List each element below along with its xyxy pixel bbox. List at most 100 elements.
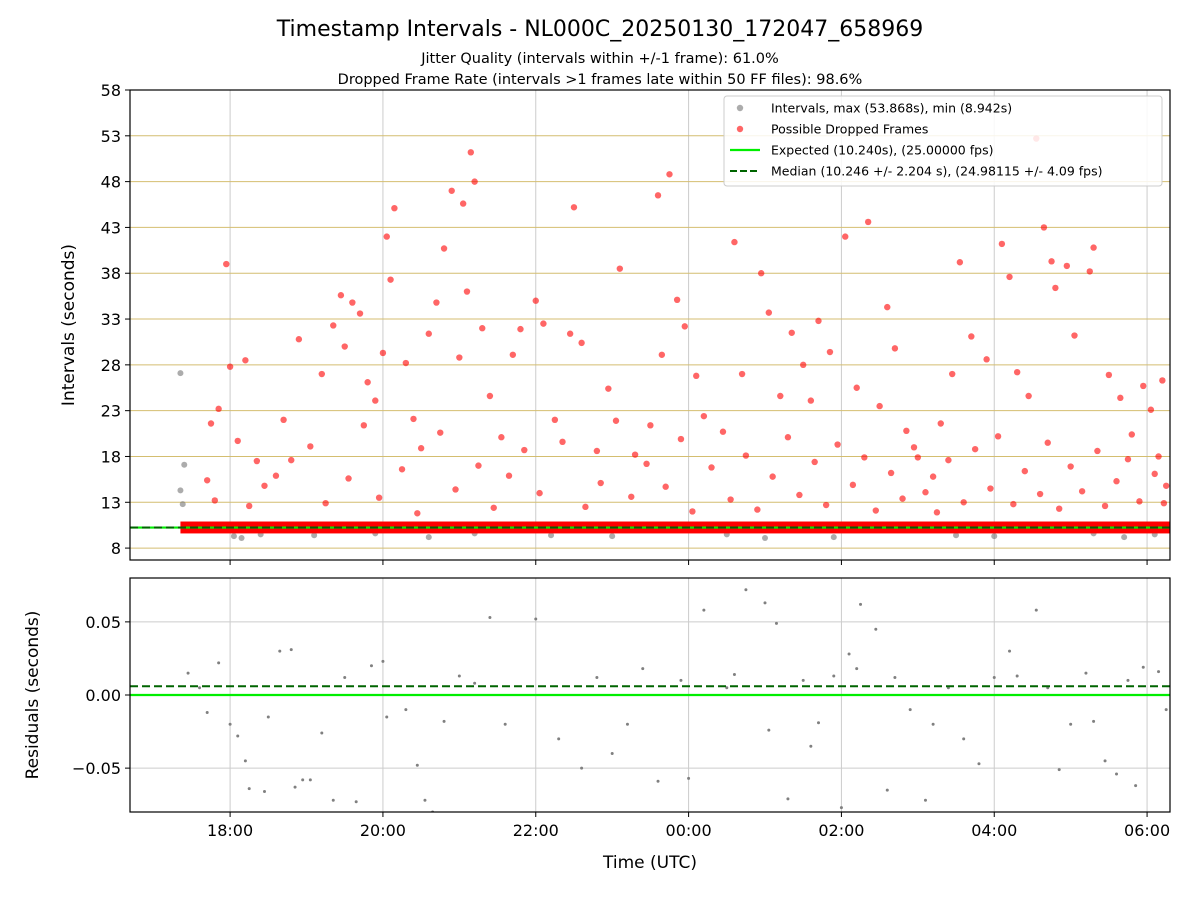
intervals-point (490, 504, 497, 511)
intervals-point (459, 200, 467, 207)
residuals-point (278, 649, 282, 653)
intervals-point (179, 501, 186, 508)
intervals-point (1128, 431, 1135, 438)
intervals-point (226, 363, 234, 370)
residuals-point (786, 797, 790, 801)
residuals-point (488, 615, 492, 619)
intervals-frame (129, 89, 1171, 561)
residuals-point (923, 798, 927, 802)
intervals-point (933, 509, 941, 516)
residuals-xtick-label: 18:00 (207, 821, 253, 840)
intervals-point (1151, 470, 1158, 478)
intervals-point (425, 534, 432, 541)
figure-title: Timestamp Intervals - NL000C_20250130_17… (276, 17, 923, 42)
residuals-marks (130, 588, 1170, 812)
intervals-ytick-label: 8 (111, 539, 121, 558)
intervals-point (203, 477, 211, 484)
intervals-point (578, 339, 585, 347)
residuals-point (732, 673, 736, 677)
intervals-point (356, 310, 364, 317)
intervals-point (375, 494, 383, 501)
intervals-point (796, 491, 803, 499)
residuals-plot: −0.05 0.00 0.05 18:00 20:00 22:00 00:00 02:00 04… (23, 577, 1171, 873)
intervals-point (991, 533, 998, 540)
residuals-ylabel: Residuals (seconds) (23, 611, 43, 780)
legend-label: Possible Dropped Frames (771, 122, 928, 137)
intervals-point (1159, 377, 1166, 384)
residuals-xtick-label: 22:00 (513, 821, 559, 840)
residuals-point (308, 778, 312, 782)
intervals-point (1136, 498, 1143, 505)
intervals-point (662, 483, 669, 490)
intervals-point (1013, 368, 1021, 376)
intervals-point (559, 438, 566, 446)
intervals-point (677, 435, 685, 443)
residuals-point (423, 798, 427, 802)
residuals-point (385, 715, 389, 719)
intervals-ytick-label: 23 (101, 402, 121, 421)
figure-subtitle-jitter: Jitter Quality (intervals within +/-1 fr… (420, 51, 779, 67)
intervals-point (372, 397, 379, 404)
residuals-point (442, 719, 446, 723)
residuals-point (1057, 768, 1061, 772)
intervals-point (1040, 224, 1048, 231)
residuals-ytick-label: 0.05 (85, 613, 121, 632)
residuals-point (473, 681, 477, 685)
residuals-point (687, 776, 691, 780)
residuals-point (625, 722, 629, 726)
intervals-ytick-label: 58 (101, 81, 121, 100)
intervals-point (826, 348, 834, 356)
intervals-point (311, 532, 318, 539)
intervals-point (876, 402, 883, 410)
intervals-point (1140, 382, 1147, 390)
intervals-point (433, 299, 440, 306)
intervals-point (437, 429, 444, 436)
residuals-point (1141, 665, 1145, 669)
intervals-point (949, 370, 956, 378)
intervals-point (1094, 447, 1101, 455)
intervals-point (330, 322, 337, 329)
intervals-point (777, 392, 784, 400)
intervals-point (1101, 502, 1109, 510)
residuals-xtick-label: 06:00 (1124, 821, 1170, 840)
intervals-point (288, 456, 295, 464)
legend-label: Expected (10.240s), (25.00000 fps) (771, 143, 993, 158)
residuals-point (801, 678, 805, 682)
intervals-point (903, 427, 910, 435)
intervals-point (463, 288, 471, 295)
intervals-point (689, 508, 696, 515)
intervals-point (517, 325, 524, 333)
intervals-point (391, 204, 398, 212)
intervals-point (341, 343, 348, 350)
residuals-point (457, 674, 461, 678)
intervals-point (1155, 453, 1162, 460)
residuals-point (744, 588, 748, 592)
intervals-ytick-label: 13 (101, 493, 121, 512)
intervals-point (337, 292, 345, 299)
intervals-point (1055, 505, 1063, 512)
intervals-point (864, 218, 872, 226)
residuals-point (977, 762, 981, 766)
residuals-point (580, 766, 584, 770)
residuals-point (1008, 649, 1012, 653)
residuals-point (992, 675, 996, 679)
intervals-point (566, 330, 574, 337)
legend-label: Intervals, max (53.868s), min (8.942s) (771, 101, 1012, 116)
intervals-point (830, 534, 837, 541)
intervals-point (387, 276, 394, 283)
intervals-point (414, 510, 421, 517)
intervals-point (593, 447, 601, 455)
residuals-point (331, 798, 335, 802)
intervals-point (532, 297, 539, 304)
intervals-point (616, 265, 624, 272)
residuals-point (503, 722, 507, 726)
residuals-point (1115, 772, 1119, 776)
residuals-point (236, 734, 240, 738)
intervals-ytick-label: 33 (101, 310, 121, 329)
intervals-point (425, 330, 432, 337)
intervals-point (1121, 534, 1128, 541)
residuals-point (205, 711, 209, 715)
intervals-point (360, 422, 368, 429)
intervals-point (960, 499, 967, 506)
intervals-point (922, 489, 929, 496)
